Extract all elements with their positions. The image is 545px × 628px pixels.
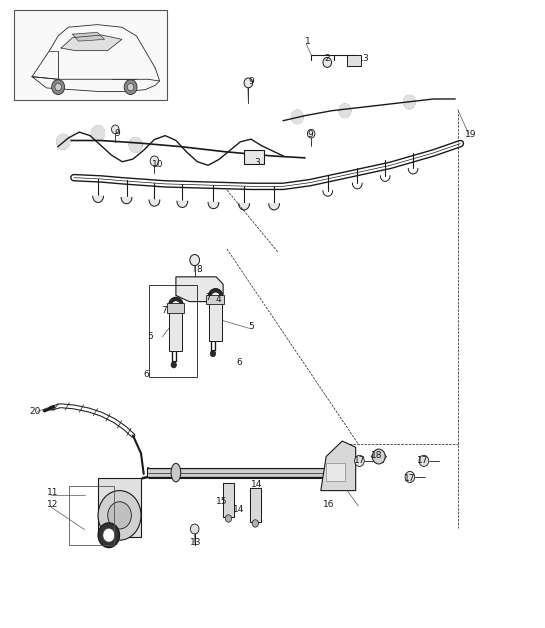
Bar [14,11,167,100]
Text: 7: 7 [205,293,211,303]
Text: 16: 16 [323,501,334,509]
Circle shape [355,455,364,467]
Circle shape [55,84,62,91]
Circle shape [52,80,65,95]
Circle shape [108,502,131,529]
Circle shape [372,449,385,464]
Text: 6: 6 [237,359,242,367]
Polygon shape [403,95,415,109]
Text: 15: 15 [216,497,228,506]
Circle shape [98,490,141,540]
Text: 18: 18 [371,452,383,460]
Polygon shape [121,197,132,203]
Text: 10: 10 [153,160,164,169]
Polygon shape [339,104,351,117]
Circle shape [190,254,199,266]
Polygon shape [269,203,280,210]
Text: 9: 9 [308,130,313,139]
Circle shape [212,293,220,301]
Text: 11: 11 [47,488,58,497]
Circle shape [98,523,119,548]
Bar [326,463,345,481]
Polygon shape [129,138,142,152]
Circle shape [172,301,180,310]
Circle shape [323,57,331,67]
Text: 3: 3 [255,158,261,166]
Text: 6: 6 [143,371,149,379]
Bar [169,308,183,351]
Polygon shape [92,126,105,141]
Bar [244,151,264,164]
Text: 8: 8 [196,265,202,274]
Circle shape [210,350,216,357]
Circle shape [244,78,253,88]
Polygon shape [250,487,261,522]
Circle shape [252,520,258,527]
Polygon shape [291,110,303,124]
Bar [207,295,223,304]
Text: 19: 19 [465,130,477,139]
Text: 7: 7 [161,306,167,315]
Circle shape [225,515,232,522]
Text: 20: 20 [29,407,41,416]
Bar [149,286,197,377]
Bar [209,299,221,341]
Text: 1: 1 [305,37,310,46]
Text: 17: 17 [404,474,415,484]
Circle shape [150,156,159,166]
Polygon shape [239,203,250,210]
Text: 17: 17 [354,457,366,465]
Polygon shape [72,33,105,41]
Text: 9: 9 [248,77,254,85]
Text: 5: 5 [248,322,254,331]
Bar [98,478,141,537]
Polygon shape [176,277,223,301]
Polygon shape [177,201,187,207]
Polygon shape [57,134,70,149]
Text: 14: 14 [251,480,262,489]
Ellipse shape [171,463,181,482]
Bar [347,55,360,66]
Circle shape [190,524,199,534]
Bar [167,303,185,313]
Polygon shape [321,441,356,490]
Text: 3: 3 [362,54,368,63]
Circle shape [405,472,415,482]
Text: 14: 14 [233,505,244,514]
Text: 4: 4 [216,295,222,304]
Circle shape [307,129,315,138]
Text: 2: 2 [324,54,330,63]
Circle shape [124,80,137,95]
Polygon shape [61,35,122,51]
Text: 9: 9 [114,129,120,138]
Text: 5: 5 [147,332,153,342]
Circle shape [103,528,114,542]
Text: 13: 13 [190,538,201,546]
Circle shape [171,362,177,368]
Bar [69,485,114,544]
Polygon shape [93,197,104,202]
Circle shape [112,125,119,134]
Polygon shape [223,482,234,517]
Circle shape [419,455,429,467]
Text: 17: 17 [417,457,428,465]
Circle shape [168,297,184,315]
Text: 12: 12 [47,501,58,509]
Polygon shape [149,200,160,206]
Polygon shape [208,202,219,208]
Circle shape [128,84,134,91]
Circle shape [208,289,223,306]
